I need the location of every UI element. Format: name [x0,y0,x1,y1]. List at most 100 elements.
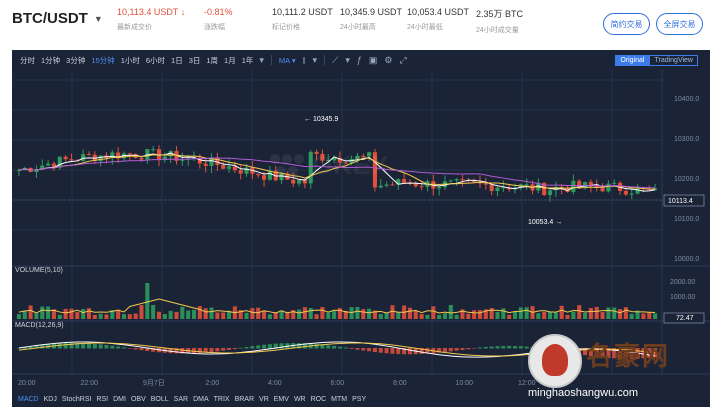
macd-histogram-bar [256,345,261,349]
ma-line-slow [18,157,656,189]
market-header: BTC/USDT ▼ 10,113.4 USDT ↓ 最新成交价 -0.81% … [0,0,710,44]
indicator-tab-vr[interactable]: VR [259,395,269,403]
volume-bar [384,312,389,319]
mode-original-tab[interactable]: Original [615,55,650,66]
volume-bar [477,310,483,319]
chevron-down-icon[interactable]: ▾ [312,54,318,65]
candle-body [197,157,202,164]
macd-histogram-bar [191,348,197,354]
interval-5[interactable]: 6小时 [145,55,166,65]
volume-bar [151,305,156,319]
macd-histogram-bar [507,345,512,349]
macd-histogram-bar [390,348,395,354]
volume-bar [536,313,541,319]
high-stat: 10,345.9 USDT 24小时最高 [340,7,402,32]
simple-trade-button[interactable]: 简约交易 [603,13,650,35]
indicator-tab-mtm[interactable]: MTM [331,395,348,403]
indicator-tab-kdj[interactable]: KDJ [43,395,57,403]
candle-body [547,190,553,195]
indicator-ma-button[interactable]: MA ▾ [278,55,296,65]
indicator-tab-roc[interactable]: ROC [310,395,327,403]
candle-body [448,180,453,182]
macd-histogram-bar [180,348,185,354]
macd-histogram-bar [606,348,611,358]
indicator-tab-boll[interactable]: BOLL [150,395,169,403]
chevron-down-icon[interactable]: ▾ [259,54,264,65]
indicator-tab-trix[interactable]: TRIX [213,395,230,403]
fullscreen-icon[interactable]: ⤢ [399,54,407,65]
macd-histogram-bar [466,348,471,350]
volume-bar [518,307,523,319]
chevron-down-icon[interactable]: ▾ [345,54,350,65]
macd-histogram-bar [483,346,488,349]
draw-line-icon[interactable]: ⟋ [332,54,339,65]
macd-histogram-bar [349,348,354,349]
volume-bar [244,312,249,319]
mode-tradingview-tab[interactable]: TradingView [649,55,698,66]
volume-bar [647,312,652,319]
volume-bar [238,310,243,319]
macd-histogram-bar [16,348,21,349]
last-price-stat: 10,113.4 USDT ↓ 最新成交价 [117,7,185,32]
volume-bar [349,307,354,319]
volume-bar [542,312,547,319]
interval-2[interactable]: 3分钟 [66,55,86,65]
macd-histogram-bar [367,348,372,352]
volume-bar [448,305,453,319]
macd-histogram-bar [407,348,412,355]
macd-histogram-bar [279,343,284,349]
macd-histogram-bar [384,348,389,354]
full-trade-button[interactable]: 全屏交易 [656,13,703,35]
macd-histogram-bar [396,348,401,355]
volume-bar [22,310,27,319]
indicator-tab-dmi[interactable]: DMI [113,395,126,403]
macd-histogram-bar [273,343,278,349]
indicator-tab-stochrsi[interactable]: StochRSI [61,395,92,403]
macd-histogram-bar [110,345,115,349]
pair-selector[interactable]: BTC/USDT ▼ [12,10,103,27]
low-value: 10,053.4 USDT [407,7,470,17]
interval-0[interactable]: 分时 [20,55,35,65]
settings-icon[interactable]: ⚙ [384,54,393,65]
volume-bar [583,312,588,319]
macd-histogram-bar [297,343,302,349]
indicator-tab-wr[interactable]: WR [293,395,306,403]
interval-3[interactable]: 15分钟 [91,55,115,65]
macd-histogram-bar [57,343,62,349]
candle-body [326,160,331,162]
volume-bar [121,314,127,319]
indicator-fx-icon[interactable]: ƒ [356,55,362,65]
volume-bar [63,308,68,319]
indicator-tab-psy[interactable]: PSY [352,395,367,403]
interval-7[interactable]: 3日 [188,55,201,65]
interval-9[interactable]: 1月 [224,55,236,65]
macd-histogram-bar [69,343,74,349]
interval-10[interactable]: 1年 [241,55,254,65]
kline-chart[interactable]: 分时 1分钟 3分钟 15分钟 1小时 6小时 1日 3日 1周 1月 1年 ▾ MA ▾ ⫾ ▾ ⟋… [12,50,710,407]
indicator-tab-emv[interactable]: EMV [273,395,289,403]
indicator-tab-rsi[interactable]: RSI [96,395,109,403]
indicator-tab-brar[interactable]: BRAR [234,395,255,403]
volume-bar [606,307,611,319]
indicator-tab-sar[interactable]: SAR [173,395,189,403]
macd-histogram-bar [583,348,588,356]
interval-1[interactable]: 1分钟 [41,55,61,65]
macd-histogram-bar [250,346,255,349]
volume-stat: 2.35万 BTC 24小时成交量 [476,7,523,35]
interval-4[interactable]: 1小时 [120,55,140,65]
volume-bar [34,313,39,319]
indicator-tab-macd[interactable]: MACD [18,395,39,403]
indicator-tab-obv[interactable]: OBV [130,395,146,403]
indicator-tab-dma[interactable]: DMA [193,395,209,403]
macd-histogram-bar [121,347,127,349]
screenshot-icon[interactable]: ▣ [368,54,378,65]
macd-histogram-bar [302,343,307,349]
macd-histogram-bar [133,348,138,350]
volume-bar [361,309,366,319]
interval-8[interactable]: 1周 [206,55,219,65]
candle-style-icon[interactable]: ⫾ [302,54,306,65]
volume-bar [565,314,570,319]
volume-bar [320,307,325,319]
price-axis-label: 10400.0 [674,96,699,103]
interval-6[interactable]: 1日 [171,55,183,65]
